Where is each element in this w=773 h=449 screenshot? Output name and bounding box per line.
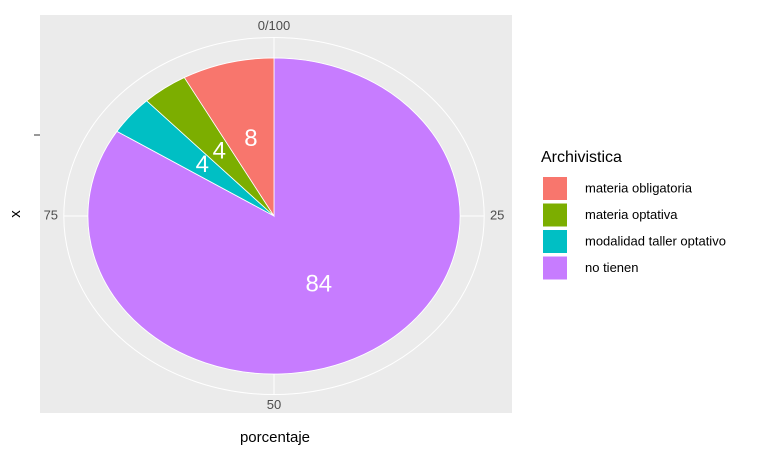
y-tick-label: 75 xyxy=(44,207,58,222)
data-label: 4 xyxy=(196,151,209,178)
legend-label: modalidad taller optativo xyxy=(585,233,726,248)
legend-label: materia obligatoria xyxy=(585,180,693,195)
legend-label: materia optativa xyxy=(585,207,678,222)
data-label: 8 xyxy=(244,125,257,152)
y-tick-label: 25 xyxy=(490,207,504,222)
y-tick-label: 0/100 xyxy=(258,18,291,33)
legend-key xyxy=(543,203,567,227)
data-label: 84 xyxy=(305,271,332,298)
data-label: 4 xyxy=(213,137,226,164)
legend-title: Archivistica xyxy=(541,149,622,166)
legend-label: no tienen xyxy=(585,260,639,275)
legend-key xyxy=(543,177,567,200)
y-tick-label: 50 xyxy=(267,397,281,412)
legend-key xyxy=(543,230,567,253)
x-axis-title: porcentaje xyxy=(240,429,310,446)
y-axis-title: x xyxy=(7,210,24,218)
pie-slice xyxy=(183,57,275,218)
legend-key xyxy=(543,256,567,280)
